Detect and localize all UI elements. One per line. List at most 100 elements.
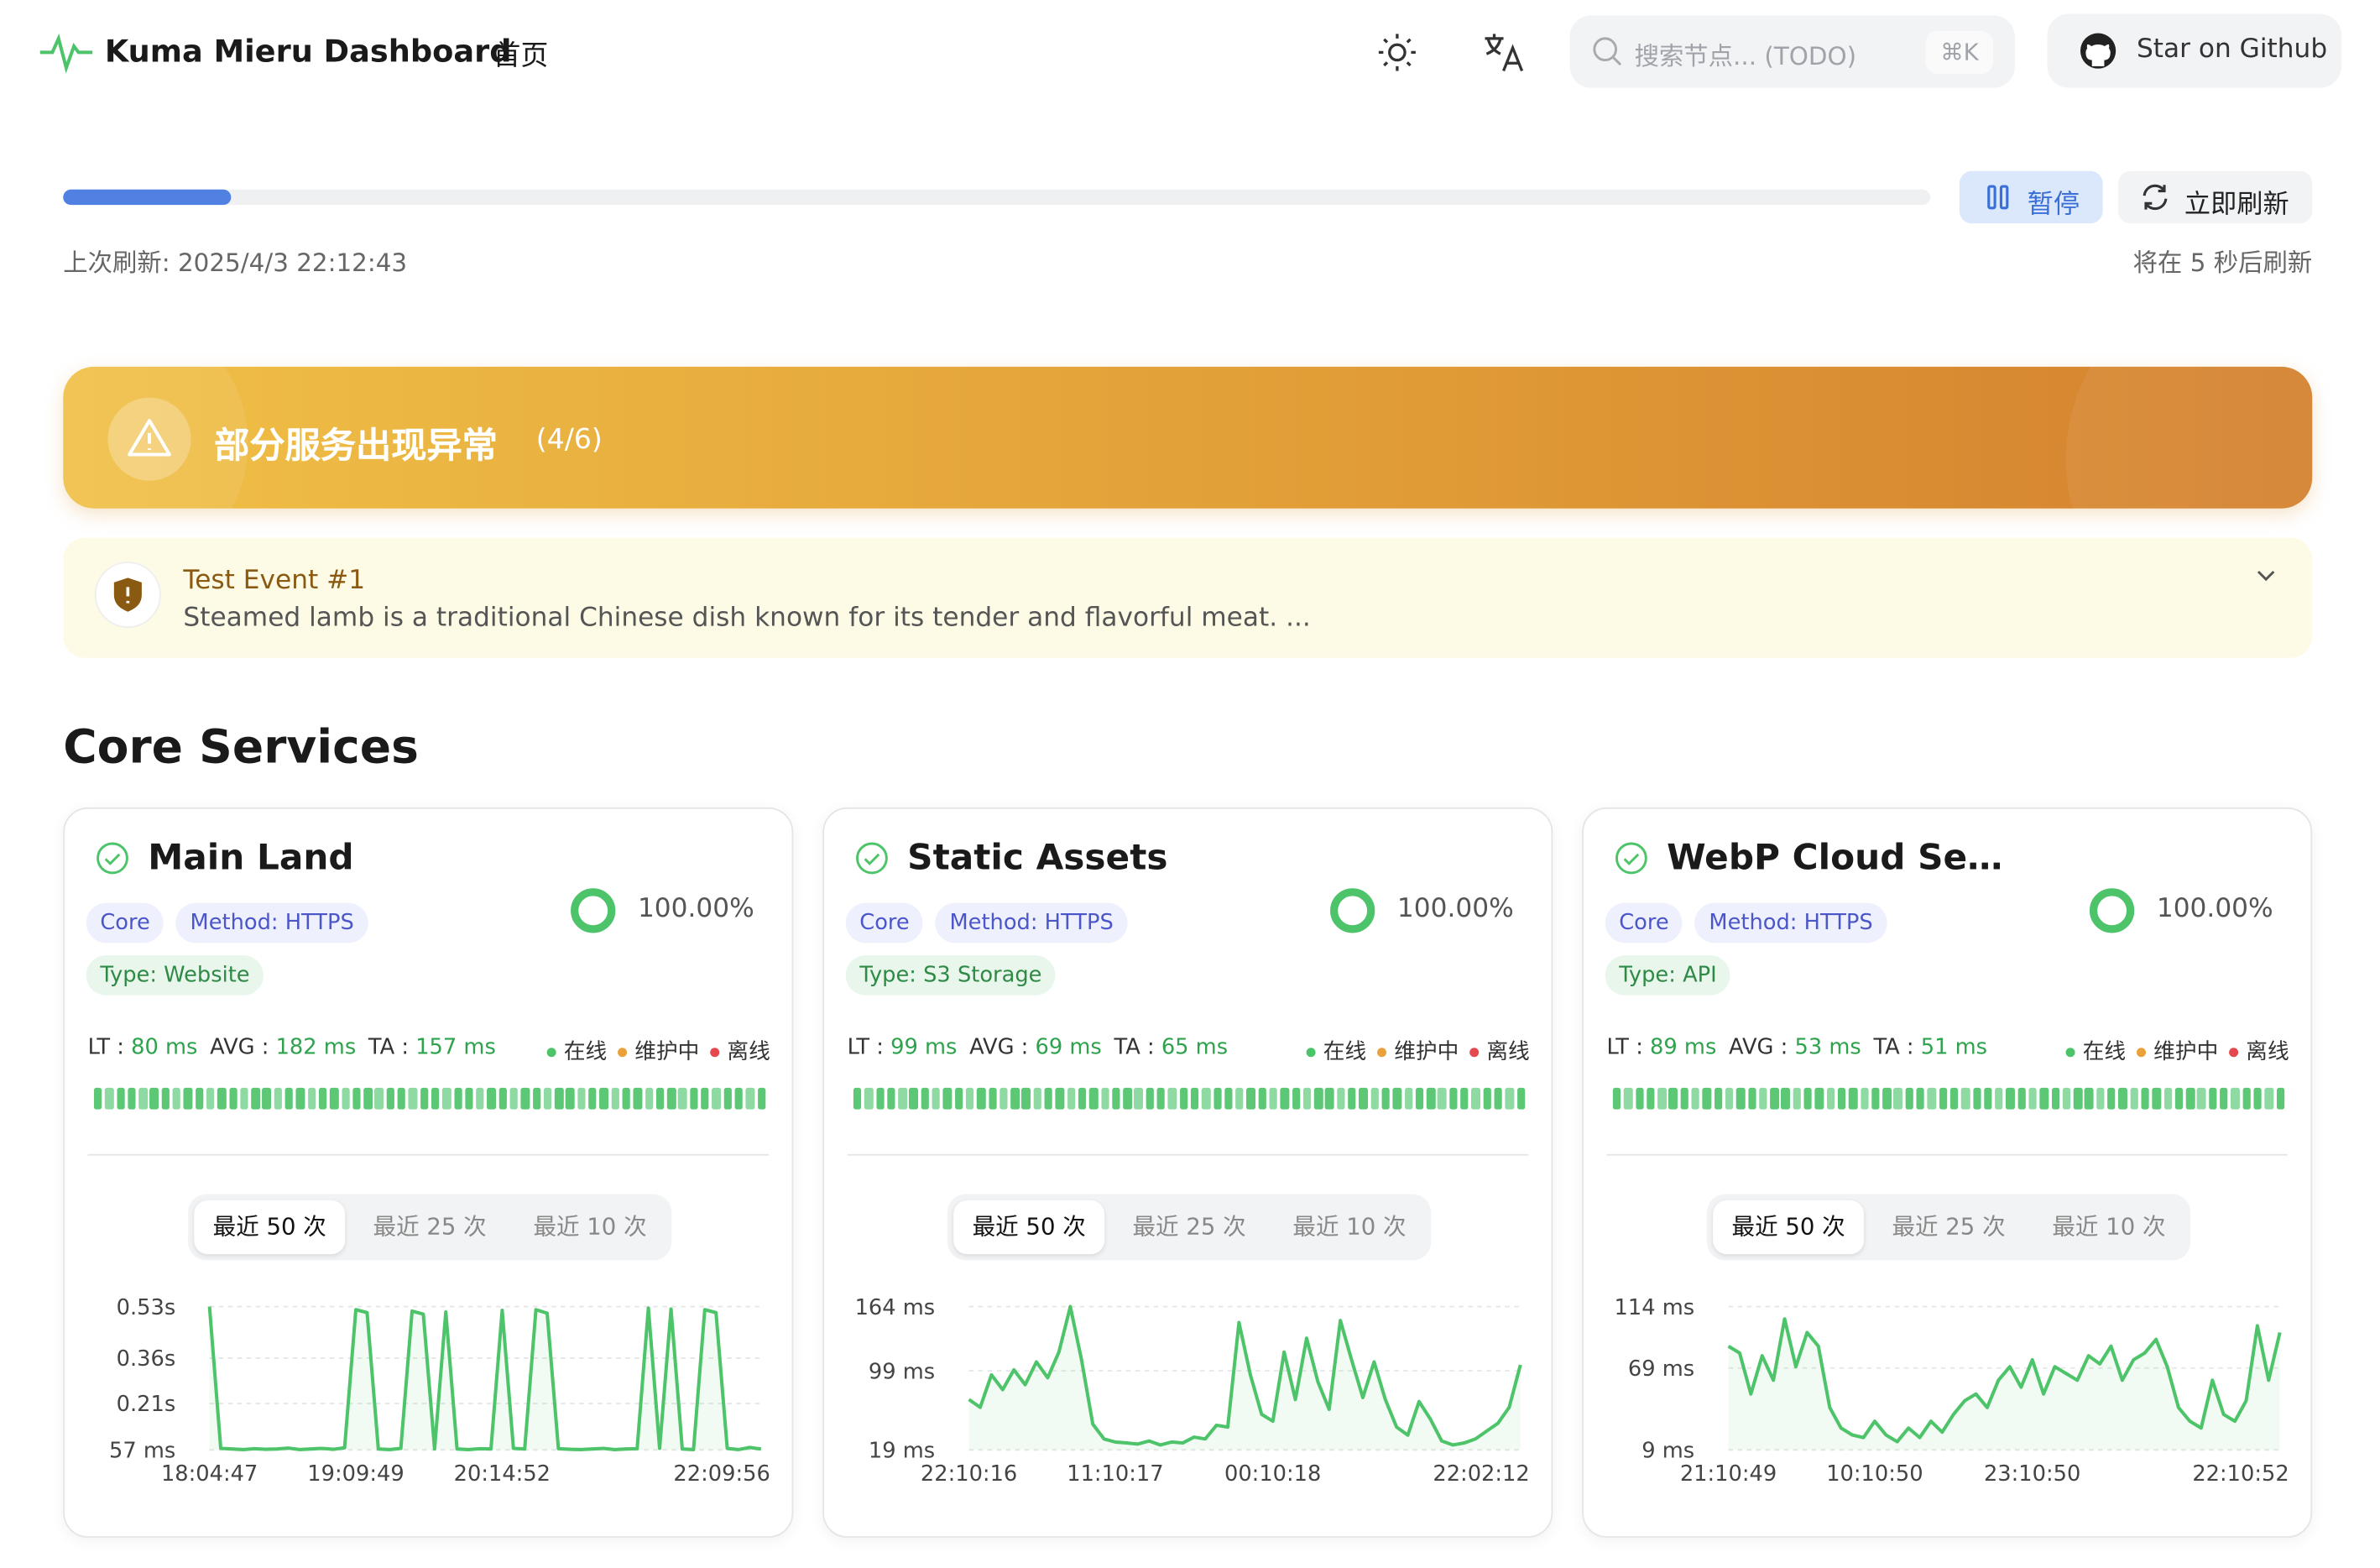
tab[interactable]: 最近 25 次 (1892, 1212, 2006, 1241)
heartbeat (1235, 1087, 1245, 1110)
stat-label: AVG (210, 1035, 255, 1060)
legend: 在线 维护中 离线 (2055, 1036, 2289, 1067)
heartbeat (128, 1087, 137, 1110)
heartbeat (689, 1087, 698, 1110)
heartbeat (1668, 1087, 1678, 1110)
heartbeat (2276, 1087, 2285, 1110)
heartbeat (1246, 1087, 1255, 1110)
y-tick-label: 0.21s (117, 1392, 176, 1417)
tab[interactable]: 最近 25 次 (373, 1212, 487, 1241)
warning-icon (107, 397, 191, 481)
y-tick-label: 9 ms (1641, 1438, 1694, 1463)
tab[interactable]: 最近 10 次 (533, 1212, 647, 1241)
tag: Core (845, 902, 924, 943)
tab[interactable]: 最近 10 次 (2052, 1212, 2166, 1241)
heartbeat (1325, 1087, 1334, 1110)
stat-value: 89 ms (1650, 1035, 1717, 1060)
heartbeat (1747, 1087, 1756, 1110)
tab[interactable]: 最近 50 次 (194, 1200, 346, 1255)
stat-sep: : (1629, 1035, 1651, 1060)
heartbeat (588, 1087, 598, 1110)
heartbeat (1348, 1087, 1357, 1110)
tab[interactable]: 最近 50 次 (953, 1200, 1105, 1255)
check-mark (104, 853, 121, 865)
legend-dot (2136, 1048, 2146, 1058)
refresh-icon (2143, 184, 2168, 211)
brand: Kuma Mieru Dashboard (104, 32, 512, 70)
heartbeat (1781, 1087, 1790, 1110)
heartbeat (363, 1087, 373, 1110)
legend-label: 离线 (2246, 1040, 2289, 1065)
heartbeat (307, 1087, 316, 1110)
heartbeat (409, 1087, 417, 1110)
pause-button[interactable] (1959, 170, 2103, 224)
tab[interactable]: 最近 10 次 (1292, 1212, 1407, 1241)
stat-sep: : (1773, 1035, 1795, 1060)
service-card[interactable]: Main Land Core Method: HTTPS Type: Website 1… (63, 807, 794, 1538)
tag: Core (1605, 902, 1683, 943)
heartbeat (397, 1087, 406, 1110)
tab[interactable]: 最近 50 次 (1713, 1200, 1865, 1255)
refresh-button[interactable] (2117, 170, 2313, 224)
heartbeat (1078, 1087, 1087, 1110)
heartbeat (2220, 1087, 2229, 1110)
heartbeat (723, 1087, 732, 1110)
heartbeat (1516, 1087, 1526, 1110)
service-card[interactable]: Static Assets Core Method: HTTPS Type: S3 S… (822, 807, 1553, 1538)
event-card[interactable] (63, 537, 2313, 658)
type-tag: Type: API (1605, 955, 1731, 996)
heartbeat (543, 1087, 552, 1110)
heartbeat (887, 1087, 895, 1110)
uptime-ring-box (2087, 886, 2137, 941)
nav-home[interactable]: 首页 (493, 39, 549, 73)
heartbeat (1471, 1087, 1480, 1110)
x-tick-label: 22:09:56 (673, 1461, 770, 1487)
heartbeat (977, 1087, 986, 1110)
check-ring (97, 842, 128, 875)
heartbeat (228, 1087, 237, 1110)
legend-label: 维护中 (2153, 1040, 2219, 1065)
heartbeat (2141, 1087, 2150, 1110)
heartbeat (611, 1087, 619, 1110)
search-shortcut: ⌘K (1925, 30, 1994, 75)
heartbeat (431, 1087, 440, 1110)
heartbeat (1224, 1087, 1233, 1110)
y-tick-label: 19 ms (869, 1438, 935, 1463)
theme-toggle[interactable] (1375, 31, 1418, 74)
type-row: Type: Website (86, 955, 276, 996)
service-name: Static Assets (907, 838, 1168, 879)
stat-label: LT (87, 1035, 111, 1060)
tab[interactable]: 最近 25 次 (1132, 1212, 1246, 1241)
heartbeat (1314, 1087, 1323, 1110)
heartbeat (1793, 1087, 1802, 1110)
heartbeat (318, 1087, 327, 1110)
heartbeat (1427, 1087, 1435, 1110)
heartbeat (1302, 1087, 1312, 1110)
language-toggle[interactable] (1480, 29, 1527, 76)
stat-value: 99 ms (890, 1035, 958, 1060)
heartbeat (1111, 1087, 1120, 1110)
heartbeat (577, 1087, 586, 1110)
event-chevron[interactable] (2253, 564, 2278, 588)
heartbeat (932, 1087, 941, 1110)
heartbeat (622, 1087, 631, 1110)
line-area (1728, 1319, 2280, 1450)
heartbeat (1826, 1087, 1835, 1110)
heartbeat (1803, 1087, 1813, 1110)
heartbeat (599, 1087, 608, 1110)
heartbeat (296, 1087, 305, 1110)
chevron-path (2257, 570, 2275, 582)
heartbeat (195, 1087, 204, 1110)
service-card[interactable]: WebP Cloud Se… Core Method: HTTPS Type: API… (1582, 807, 2313, 1538)
heartbeat (1505, 1087, 1514, 1110)
y-tick-label: 114 ms (1615, 1295, 1695, 1320)
tag: Method: HTTPS (176, 902, 368, 943)
y-tick-label: 99 ms (869, 1359, 935, 1384)
heartbeat (1927, 1087, 1936, 1110)
stat-label: TA (1114, 1035, 1140, 1060)
banner-title: 部分服务出现异常 (214, 426, 498, 468)
uptime-ring (571, 888, 616, 933)
heartbeat (2264, 1087, 2273, 1110)
legend-label: 维护中 (1394, 1040, 1459, 1065)
